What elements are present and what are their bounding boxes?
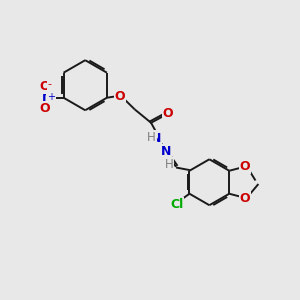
- Text: O: O: [39, 102, 50, 116]
- Text: O: O: [39, 80, 50, 93]
- Text: +: +: [47, 92, 55, 102]
- Text: -: -: [48, 79, 52, 89]
- Text: N: N: [151, 133, 162, 146]
- Text: O: O: [239, 160, 250, 173]
- Text: O: O: [163, 106, 173, 119]
- Text: H: H: [147, 131, 156, 144]
- Text: N: N: [42, 91, 52, 104]
- Text: Cl: Cl: [170, 198, 183, 211]
- Text: N: N: [160, 145, 171, 158]
- Text: H: H: [165, 158, 173, 171]
- Text: O: O: [115, 90, 125, 103]
- Text: O: O: [239, 192, 250, 205]
